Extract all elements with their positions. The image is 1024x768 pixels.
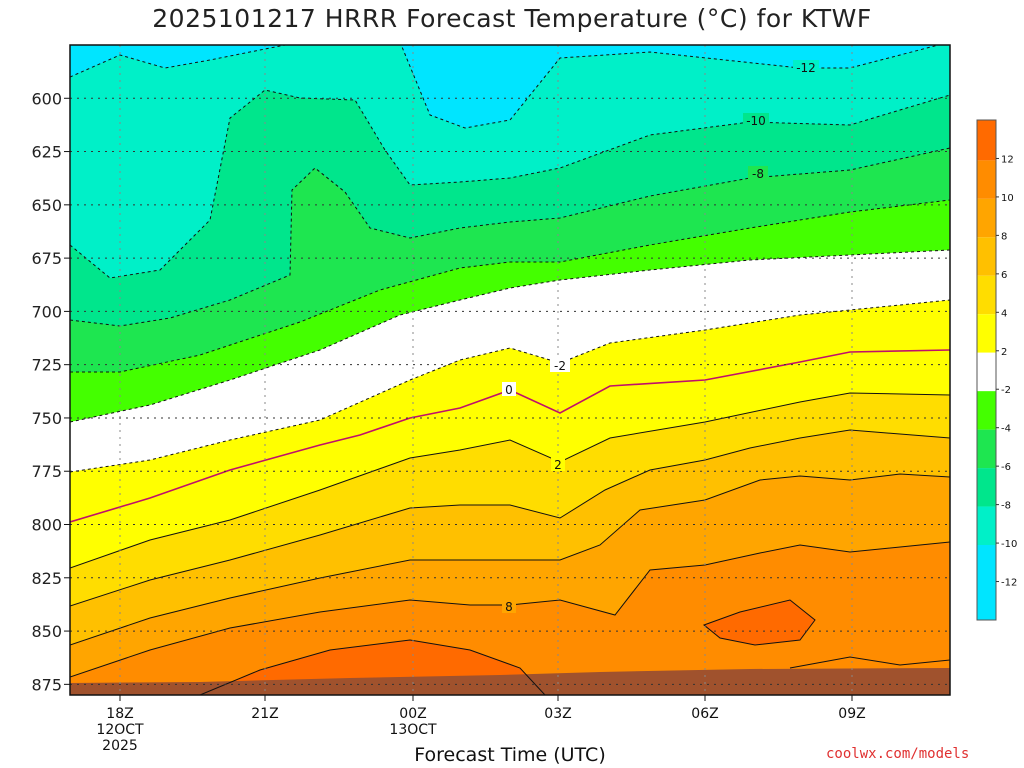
y-tick-label: 675 xyxy=(31,249,62,268)
y-tick-label: 775 xyxy=(31,462,62,481)
contour-label-minus12: -12 xyxy=(796,61,816,75)
colorbar-label: -8 xyxy=(1001,501,1011,512)
contour-2 xyxy=(70,392,950,569)
y-tick-label: 750 xyxy=(31,409,62,428)
band-12-blob xyxy=(704,600,815,645)
x-tick-sublabel: 13OCT xyxy=(389,722,437,738)
contour-4 xyxy=(70,429,950,607)
contour-label-minus8: -8 xyxy=(752,167,764,181)
colorbar-label: -12 xyxy=(1001,578,1017,589)
colorbar-frame xyxy=(976,119,997,621)
y-tick-label: 650 xyxy=(31,196,62,215)
y-tick-label: 725 xyxy=(31,356,62,375)
colorbar-swatch xyxy=(977,160,996,199)
contour-minus4 xyxy=(70,249,950,423)
colorbar-swatch xyxy=(977,120,996,161)
contour-10-lower xyxy=(789,656,950,669)
colorbar-swatch xyxy=(977,275,996,315)
colorbar-label: 10 xyxy=(1001,193,1014,204)
credit-text: coolwx.com/models xyxy=(826,746,970,762)
contour-minus6 xyxy=(70,199,950,373)
contour-6 xyxy=(70,473,950,646)
colorbar-label: 2 xyxy=(1001,347,1007,358)
contour-10-blob xyxy=(702,599,816,646)
colorbar-label: 8 xyxy=(1001,231,1007,242)
y-axis: 600 625 650 675 700 725 750 775 800 825 850 875 xyxy=(31,89,70,694)
x-tick-sublabel: 12OCT xyxy=(96,722,144,738)
contour-minus10 xyxy=(70,89,950,279)
y-tick-label: 875 xyxy=(31,675,62,694)
colorbar-label: 6 xyxy=(1001,270,1007,281)
colorbar-label: -10 xyxy=(1001,539,1017,550)
contour-minus12 xyxy=(70,45,941,129)
y-tick-label: 800 xyxy=(31,516,62,535)
colorbar-label: 4 xyxy=(1001,308,1007,319)
plot-frame xyxy=(69,44,951,696)
colorbar-swatch xyxy=(977,352,996,394)
x-tick-label: 21Z xyxy=(251,706,278,722)
x-tick-label: 06Z xyxy=(691,706,718,722)
x-tick-label: 18Z xyxy=(106,706,133,722)
colorbar-swatch xyxy=(977,314,996,353)
contour-label-2: 2 xyxy=(554,458,562,472)
x-tick-label: 00Z xyxy=(399,706,426,722)
contour-label-minus2: -2 xyxy=(554,359,566,373)
contour-8 xyxy=(70,541,950,678)
colorbar-swatch xyxy=(977,198,996,238)
x-axis-label: Forecast Time (UTC) xyxy=(414,744,606,766)
contour-label-minus10: -10 xyxy=(746,114,766,128)
contour-minus8 xyxy=(70,147,950,327)
y-tick-label: 625 xyxy=(31,143,62,162)
y-tick-label: 600 xyxy=(31,89,62,108)
x-tick-label: 09Z xyxy=(838,706,865,722)
contour-10 xyxy=(199,639,546,695)
ground xyxy=(70,668,950,695)
contour-label-zero: 0 xyxy=(505,383,513,397)
y-tick-label: 825 xyxy=(31,569,62,588)
colorbar-swatch xyxy=(977,506,996,545)
colorbar-label: -2 xyxy=(1001,385,1011,396)
colorbar-label: -6 xyxy=(1001,462,1011,473)
colorbar-swatch xyxy=(977,237,996,276)
colorbar-swatch xyxy=(977,468,996,507)
y-tick-label: 700 xyxy=(31,302,62,321)
y-tick-label: 850 xyxy=(31,622,62,641)
colorbar-swatch xyxy=(977,391,996,430)
x-tick-label: 03Z xyxy=(544,706,571,722)
contour-labels: -12 -10 -8 -2 0 2 8 xyxy=(502,60,819,614)
band-10 xyxy=(70,542,950,695)
x-tick-sublabel: 2025 xyxy=(102,738,138,754)
contour-label-8: 8 xyxy=(505,600,513,614)
colorbar-label: 12 xyxy=(1001,154,1014,165)
contour-minus2 xyxy=(70,299,950,473)
chart-title: 2025101217 HRRR Forecast Temperature (°C… xyxy=(152,4,872,33)
colorbar-swatch xyxy=(977,429,996,469)
colorbar-swatch xyxy=(977,545,996,620)
colorbar-label: -4 xyxy=(1001,424,1011,435)
colorbar: 12 10 8 6 4 2 -2 -4 -6 -8 -10 -12 xyxy=(976,119,1017,621)
